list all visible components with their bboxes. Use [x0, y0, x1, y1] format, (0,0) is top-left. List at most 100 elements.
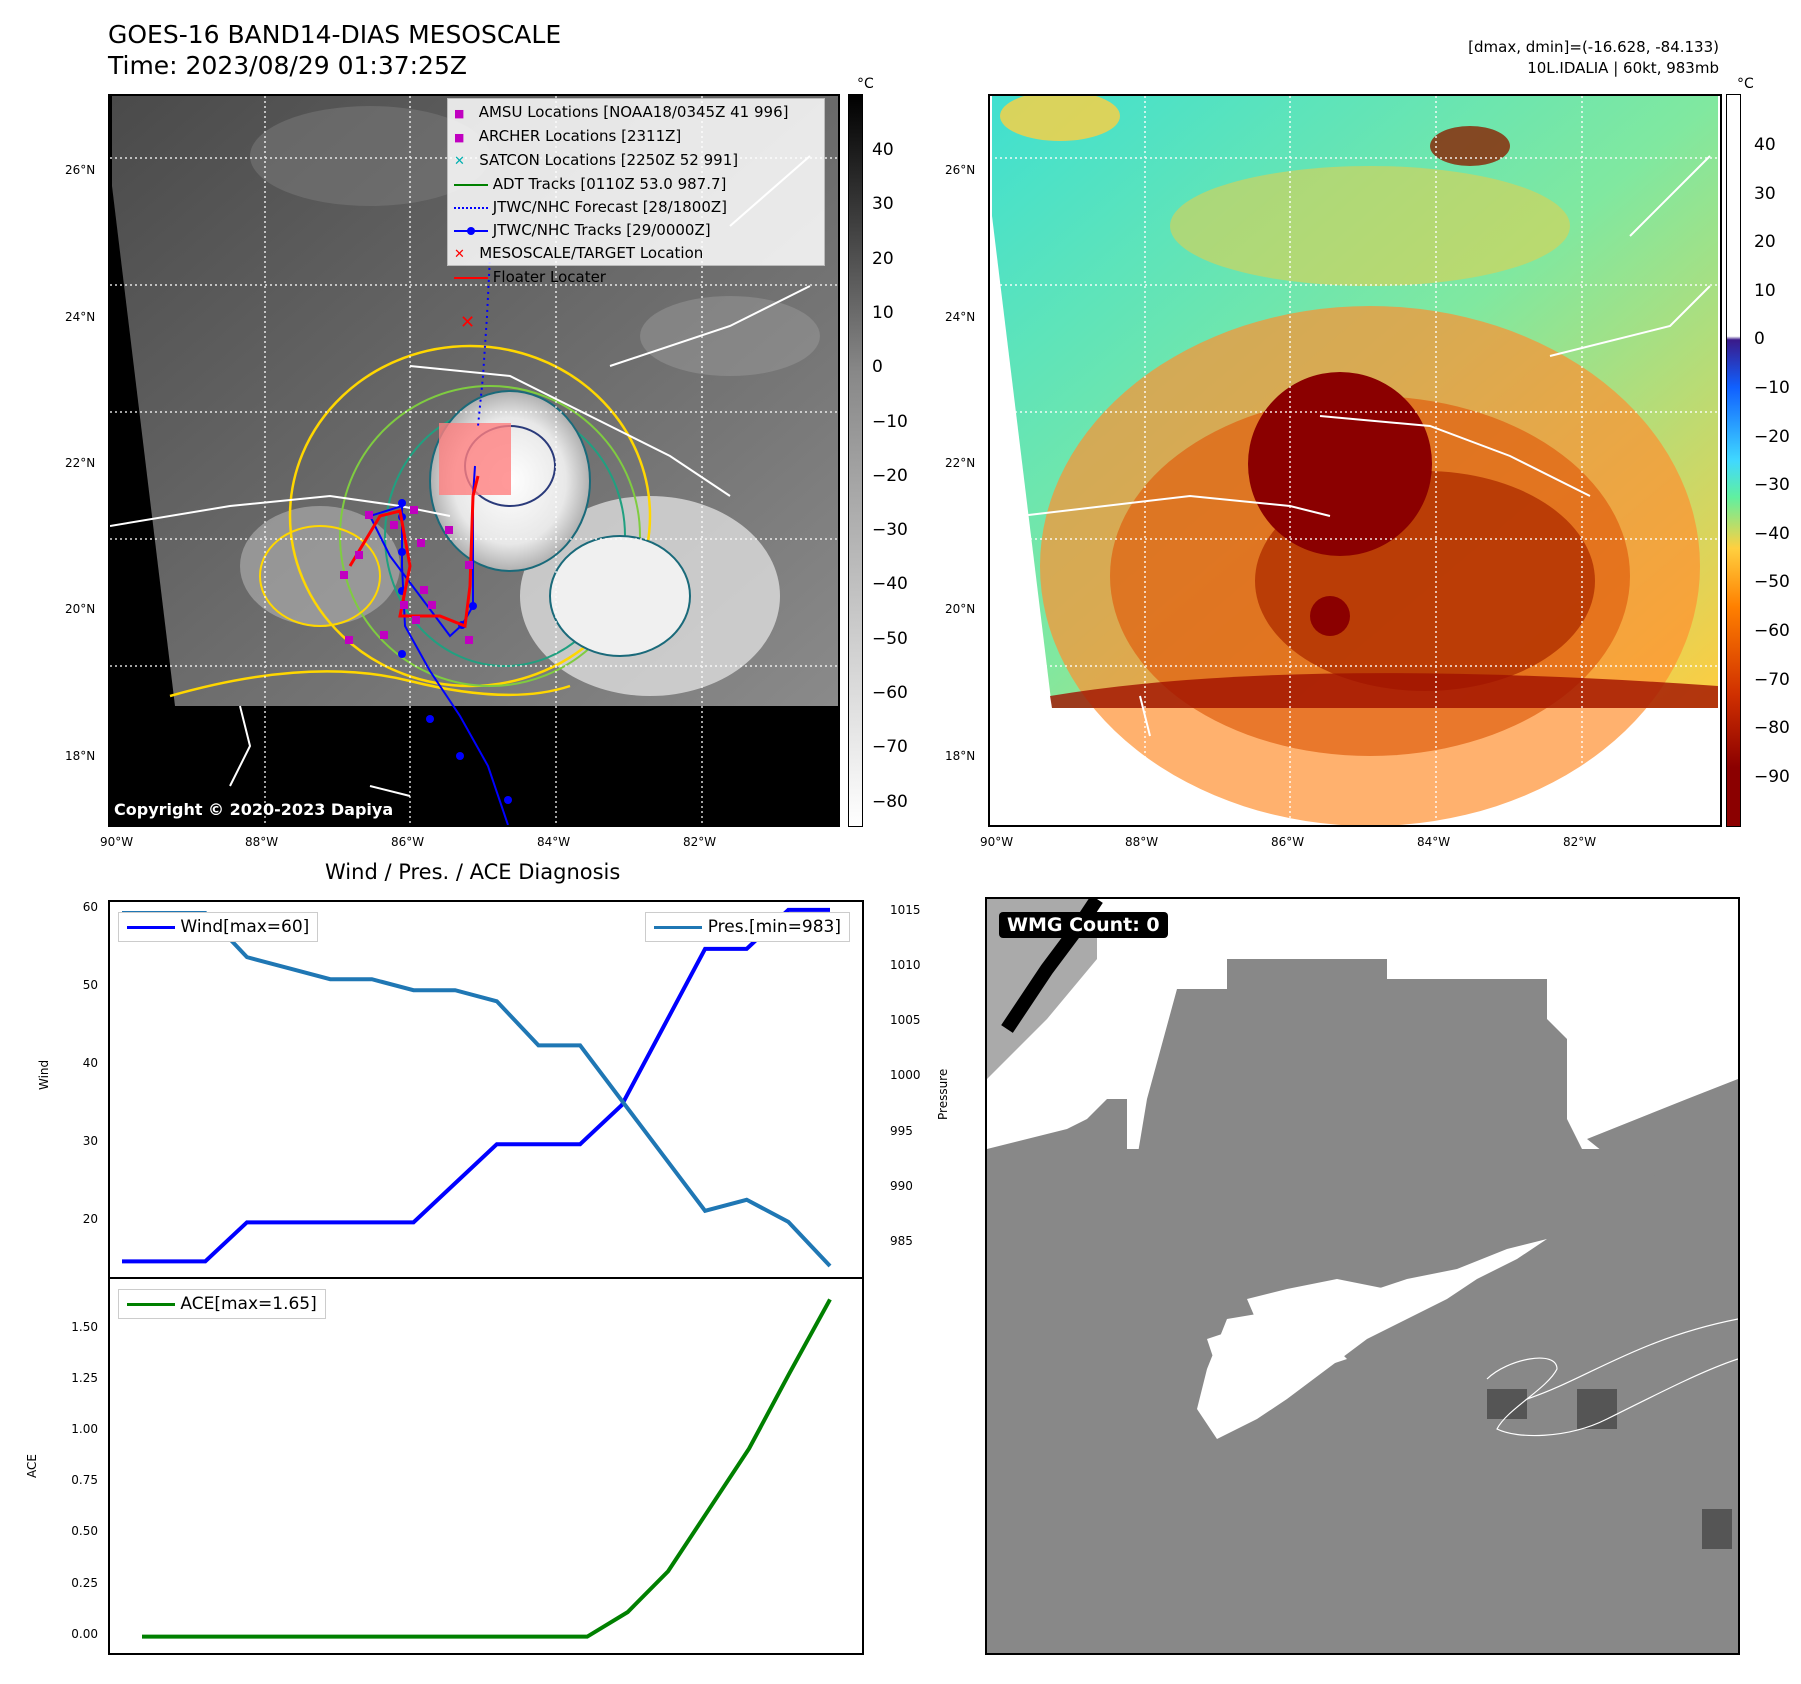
storm-info-label: 10L.IDALIA | 60kt, 983mb	[1527, 59, 1719, 77]
line-dot-icon	[454, 226, 488, 235]
forecast-track	[477, 255, 491, 427]
legend-item-forecast: JTWC/NHC Forecast [28/1800Z]	[454, 196, 818, 219]
wind-tick-label: 30	[82, 1134, 98, 1149]
wmg-panel: WMG Count: 0	[985, 897, 1740, 1655]
right-lat-label-26n: 26°N	[945, 163, 976, 177]
legend-item-tracks: JTWC/NHC Tracks [29/0000Z]	[454, 219, 818, 242]
left-colorbar-tick: −60	[872, 683, 908, 703]
right-colorbar	[1726, 94, 1741, 827]
lon-label-82w: 82°W	[683, 835, 717, 849]
legend-item-adt: ADT Tracks [0110Z 53.0 987.7]	[454, 173, 818, 196]
left-colorbar	[848, 94, 863, 827]
legend-item-mesoscale: ✕ MESOSCALE/TARGET Location	[454, 244, 704, 262]
right-colorbar-tick: −60	[1754, 621, 1790, 641]
pressure-legend: Pres.[min=983]	[645, 912, 850, 942]
pressure-series-line	[122, 911, 832, 1268]
map-legend: ■ AMSU Locations [NOAA18/0345Z 41 996] ■…	[447, 98, 825, 286]
line-marker-icon	[127, 925, 175, 929]
figure-time: Time: 2023/08/29 01:37:25Z	[108, 51, 467, 80]
right-colorbar-tick: −30	[1754, 475, 1790, 496]
amsu-markers	[340, 506, 473, 644]
lon-label-90w: 90°W	[100, 835, 134, 849]
square-marker-icon: ■	[454, 131, 465, 144]
wind-tick-label: 60	[82, 899, 98, 914]
right-colorbar-tick: −80	[1754, 718, 1790, 739]
enhanced-map-canvas	[990, 96, 1720, 825]
lat-label-26n: 26°N	[65, 163, 96, 177]
dotted-line-icon	[454, 206, 488, 209]
lat-label-20n: 20°N	[65, 602, 96, 616]
line-marker-icon	[654, 925, 703, 929]
right-colorbar-unit: °C	[1737, 76, 1754, 92]
ace-tick-label: 0.75	[71, 1473, 98, 1488]
right-colorbar-tick: 0	[1754, 329, 1765, 350]
legend-item-satcon: ✕ SATCON Locations [2250Z 52 991]	[454, 151, 739, 169]
x-marker-icon: ✕	[454, 154, 465, 169]
wind-tick-label: 20	[82, 1212, 98, 1227]
lon-label-88w: 88°W	[245, 835, 279, 849]
right-colorbar-tick: 20	[1754, 232, 1776, 253]
ir-enhanced-map	[988, 94, 1722, 827]
diagnosis-title: Wind / Pres. / ACE Diagnosis	[325, 860, 621, 884]
wind-tick-label: 50	[82, 977, 98, 992]
right-lon-label-86w: 86°W	[1271, 835, 1305, 849]
right-colorbar-tick: −50	[1754, 572, 1790, 593]
pressure-tick-label: 985	[890, 1233, 913, 1248]
left-colorbar-tick: 30	[872, 194, 894, 215]
lon-label-86w: 86°W	[391, 835, 425, 849]
right-colorbar-tick: −40	[1754, 523, 1790, 544]
ace-tick-label: 0.00	[71, 1626, 98, 1641]
right-lon-label-84w: 84°W	[1417, 835, 1451, 849]
wind-legend-label: Wind[max=60]	[180, 917, 310, 937]
square-marker-icon: ■	[454, 107, 465, 120]
dmax-dmin-label: [dmax, dmin]=(-16.628, -84.133)	[1468, 38, 1719, 56]
figure-title: GOES-16 BAND14-DIAS MESOSCALE	[108, 20, 562, 49]
right-lat-label-18n: 18°N	[945, 749, 976, 763]
wind-tick-label: 40	[82, 1056, 98, 1071]
lat-label-18n: 18°N	[65, 749, 96, 763]
right-colorbar-tick: −90	[1754, 766, 1790, 787]
mesoscale-target-marker: ✕	[460, 312, 475, 333]
wmg-count-badge: WMG Count: 0	[999, 912, 1168, 938]
right-colorbar-tick: −20	[1754, 426, 1790, 447]
right-colorbar-tick: 30	[1754, 183, 1776, 204]
lat-label-22n: 22°N	[65, 456, 96, 470]
right-colorbar-tick: −70	[1754, 669, 1790, 690]
line-marker-icon	[454, 183, 488, 186]
x-marker-icon: ✕	[454, 247, 465, 262]
legend-item-amsu: ■ AMSU Locations [NOAA18/0345Z 41 996]	[454, 103, 789, 121]
right-lon-label-88w: 88°W	[1125, 835, 1159, 849]
pressure-tick-label: 1010	[890, 958, 921, 973]
pressure-tick-label: 1000	[890, 1068, 921, 1083]
pressure-legend-label: Pres.[min=983]	[707, 917, 841, 937]
left-colorbar-tick: −50	[872, 628, 908, 649]
left-colorbar-tick: 40	[872, 140, 894, 160]
wmg-canvas	[987, 899, 1738, 1549]
ace-tick-label: 1.50	[71, 1320, 98, 1335]
left-colorbar-tick: −70	[872, 737, 908, 758]
wind-pressure-panel: Wind[max=60] Pres.[min=983]	[108, 900, 864, 1279]
right-lon-label-82w: 82°W	[1563, 835, 1597, 849]
pressure-tick-label: 1015	[890, 903, 921, 918]
pressure-tick-label: 1005	[890, 1013, 921, 1028]
right-lat-label-24n: 24°N	[945, 310, 976, 324]
left-colorbar-tick: 0	[872, 357, 883, 378]
left-colorbar-tick: 10	[872, 302, 894, 323]
right-colorbar-tick: 10	[1754, 280, 1776, 301]
right-lat-label-22n: 22°N	[945, 456, 976, 470]
ace-tick-label: 0.25	[71, 1575, 98, 1590]
ir-grayscale-map: ✕ ■ AMSU Locations [NOAA18/0345Z 41 996]…	[108, 94, 840, 827]
left-colorbar-tick: −20	[872, 465, 908, 486]
right-colorbar-tick: 40	[1754, 135, 1776, 155]
wind-series-line	[122, 907, 830, 1264]
left-colorbar-tick: −10	[872, 411, 908, 432]
pressure-axis-label: Pressure	[936, 1068, 950, 1120]
left-colorbar-tick: 20	[872, 248, 894, 269]
pressure-tick-label: 990	[890, 1178, 913, 1193]
right-colorbar-tick: −10	[1754, 378, 1790, 398]
ace-tick-label: 1.00	[71, 1422, 98, 1437]
lat-label-24n: 24°N	[65, 310, 96, 324]
line-marker-icon	[454, 276, 488, 279]
lon-label-84w: 84°W	[537, 835, 571, 849]
line-marker-icon	[127, 1302, 175, 1306]
